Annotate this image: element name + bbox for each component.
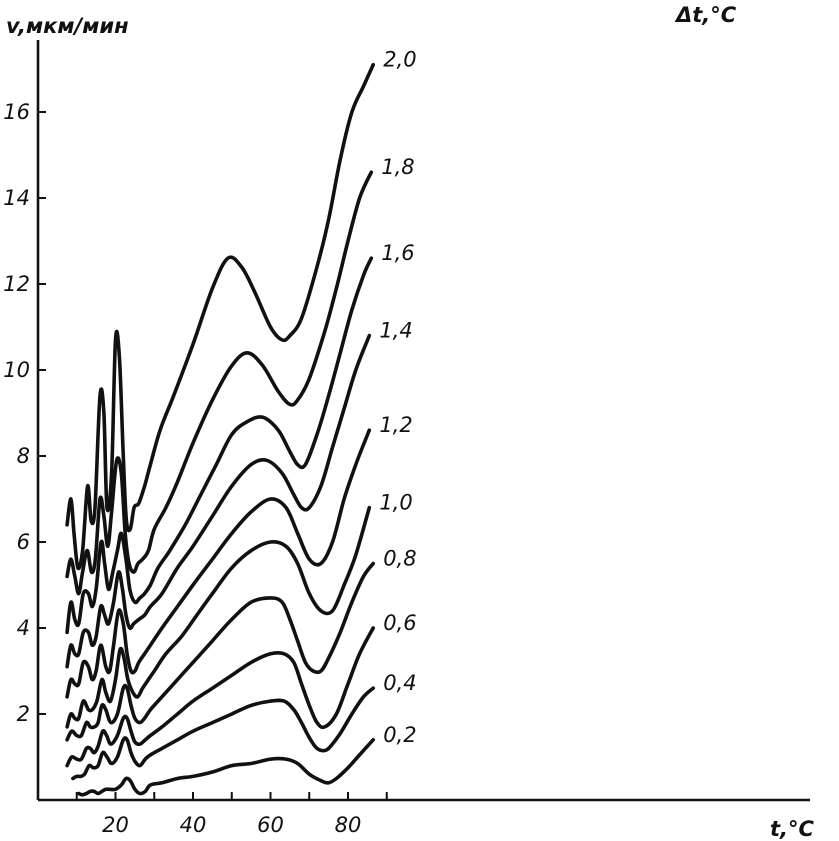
series-label: 1,8 [381, 155, 414, 179]
legend-title: Δt,°C [674, 3, 737, 27]
y-ticks: 2 4 6 8 10 12 14 16 [3, 100, 46, 726]
series-label: 0,2 [383, 723, 416, 747]
x-ticks: 20 40 60 80 [75, 792, 388, 837]
x-tick-label: 60 [257, 813, 284, 837]
axes [36, 40, 810, 802]
y-tick-label: 16 [3, 100, 30, 124]
y-tick-label: 14 [3, 186, 30, 210]
series-line-0 [65, 62, 375, 571]
series-line-4 [65, 428, 372, 699]
y-tick-label: 12 [3, 272, 30, 296]
series-line-8 [71, 686, 375, 781]
series-label: 2,0 [383, 48, 416, 72]
y-tick-label: 10 [3, 358, 30, 382]
series-line-5 [65, 505, 372, 729]
y-tick-label: 2 [17, 702, 30, 726]
y-tick-label: 8 [17, 444, 30, 468]
x-tick-label: 80 [335, 813, 362, 837]
series-label: 1,6 [381, 241, 414, 265]
series-label: 0,8 [383, 547, 416, 571]
series-line-3 [65, 333, 372, 669]
series-line-2 [65, 256, 374, 635]
series-label: 0,4 [383, 671, 416, 695]
series-line-6 [65, 561, 375, 742]
series-line-9 [76, 738, 375, 797]
series-label: 1,2 [379, 413, 412, 437]
series-line-7 [65, 626, 375, 768]
y-axis-title: v,мкм/мин [6, 14, 129, 38]
curves [65, 62, 375, 797]
x-axis-title: t,°C [770, 817, 815, 841]
x-tick-label: 20 [102, 813, 129, 837]
series-label: 1,4 [379, 319, 412, 343]
x-tick-label: 40 [180, 813, 207, 837]
series-label: 1,0 [379, 491, 412, 515]
series-labels: 2,0 1,8 1,6 1,4 1,2 1,0 0,8 0,6 0,4 0,2 [379, 48, 416, 747]
y-tick-label: 4 [17, 616, 30, 640]
series-label: 0,6 [383, 611, 416, 635]
y-tick-label: 6 [17, 530, 30, 554]
series-line-1 [65, 170, 374, 596]
